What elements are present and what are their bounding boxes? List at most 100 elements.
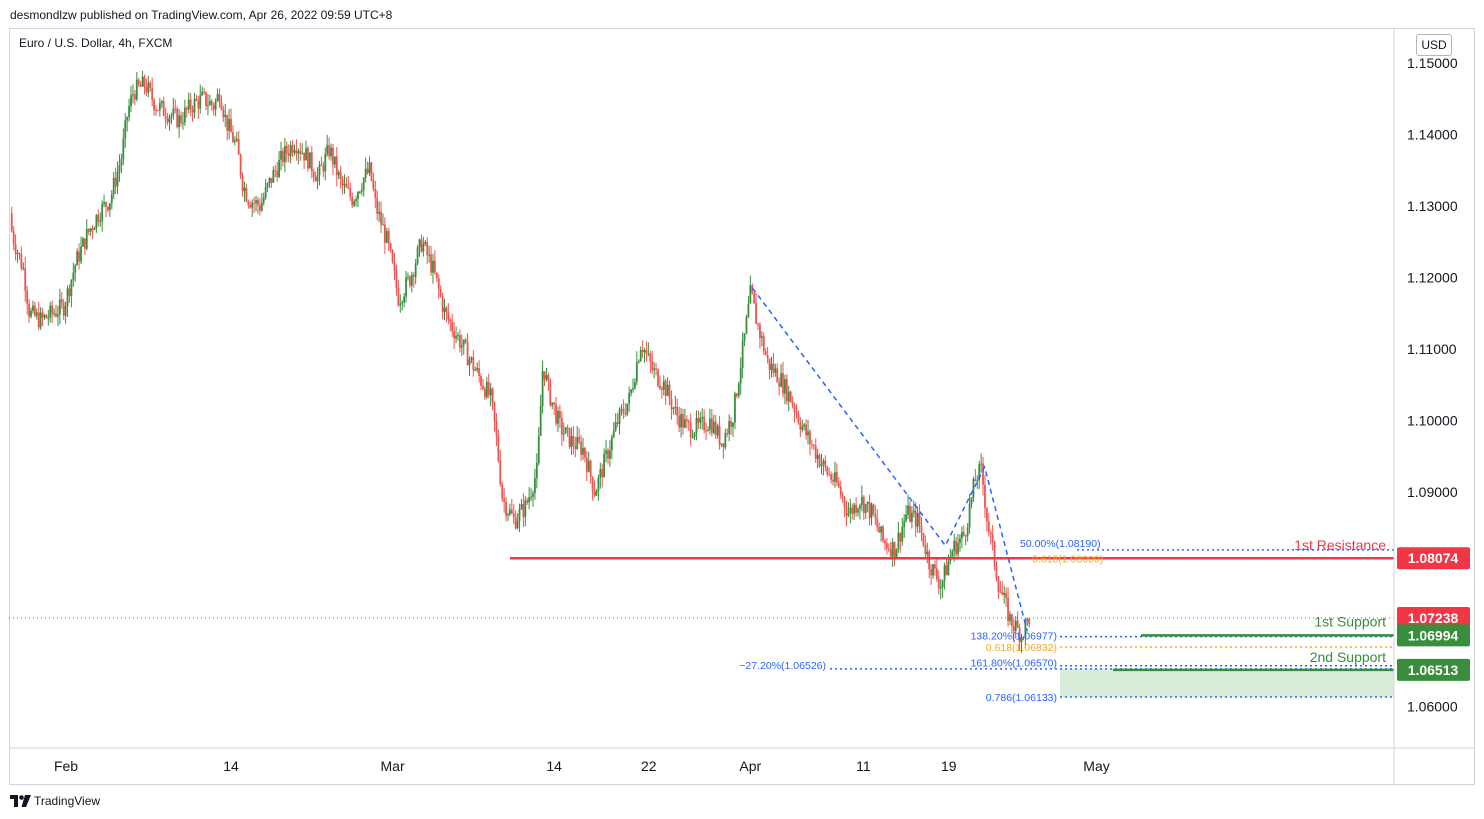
candle-body	[32, 305, 34, 311]
tradingview-logo-icon[interactable]	[10, 794, 32, 808]
candle-body	[1014, 620, 1017, 632]
candle-body	[270, 177, 273, 183]
currency-button[interactable]: USD	[1416, 34, 1452, 56]
candle-body	[887, 548, 890, 550]
candle-body	[630, 389, 632, 394]
candle-body	[830, 474, 833, 480]
candle-body	[899, 532, 902, 542]
candle-body	[662, 381, 665, 390]
candle-body	[934, 564, 936, 569]
candle-body	[347, 187, 350, 189]
candle-body	[37, 312, 40, 328]
candle-body	[26, 290, 29, 304]
candle-body	[591, 476, 594, 492]
candle-body	[659, 385, 661, 389]
candle-body	[478, 367, 481, 377]
candle-body	[174, 108, 177, 110]
candle-body	[770, 363, 773, 370]
candle-body	[512, 513, 515, 518]
candle-body	[395, 271, 398, 289]
candle-body	[639, 349, 642, 362]
candle-body	[885, 543, 888, 549]
candle-body	[85, 228, 88, 249]
y-tick-label: 1.14000	[1407, 127, 1458, 143]
candle-body	[864, 504, 867, 513]
candle-body	[920, 525, 923, 533]
candle-body	[49, 305, 52, 318]
candle-body	[137, 79, 140, 85]
candle-body	[737, 383, 740, 397]
candle-body	[912, 510, 915, 513]
candle-body	[532, 493, 534, 497]
candle-body	[693, 433, 696, 437]
candle-body	[570, 436, 573, 448]
candle-body	[618, 409, 621, 425]
candle-body	[168, 117, 171, 123]
candle-body	[945, 565, 948, 576]
candle-body	[647, 353, 650, 355]
candle-body	[122, 138, 125, 160]
candle-body	[360, 189, 363, 192]
symbol-label[interactable]: Euro / U.S. Dollar, 4h, FXCM	[19, 36, 173, 50]
candle-body	[1001, 592, 1004, 596]
current-price-tag-bg	[1397, 606, 1470, 629]
candle-body	[622, 408, 625, 414]
candle-body	[974, 479, 977, 482]
candle-body	[610, 436, 613, 451]
candle-body	[732, 422, 734, 427]
candle-body	[918, 512, 921, 526]
candle-body	[383, 224, 386, 243]
candle-body	[943, 565, 946, 581]
candle-body	[207, 105, 209, 107]
candle-body	[282, 150, 284, 163]
candle-body	[1026, 618, 1029, 621]
fib-label-0618-upper: 0.618(1.08000)	[1032, 554, 1103, 566]
candle-body	[462, 339, 465, 346]
candle-body	[357, 192, 359, 200]
candle-body	[349, 187, 352, 197]
support-2-label: 2nd Support	[1310, 649, 1386, 665]
candle-body	[345, 183, 348, 188]
candle-body	[543, 371, 546, 380]
candle-body	[364, 168, 367, 178]
candle-body	[401, 302, 404, 304]
candle-body	[368, 162, 371, 174]
candle-body	[682, 414, 684, 428]
candle-body	[14, 244, 17, 254]
candle-body	[416, 247, 419, 264]
candle-body	[407, 276, 409, 278]
candle-body	[405, 277, 407, 297]
candle-body	[239, 154, 242, 176]
candle-body	[870, 504, 873, 519]
candle-body	[230, 118, 232, 133]
candle-body	[355, 199, 357, 202]
candle-body	[1005, 593, 1008, 598]
candle-body	[966, 527, 969, 536]
candle-body	[607, 450, 609, 459]
candle-body	[203, 91, 205, 93]
candle-body	[635, 362, 638, 382]
harmonic-pattern-line	[752, 287, 1029, 632]
candle-body	[226, 114, 229, 131]
x-tick-label: 22	[641, 758, 657, 774]
candle-body	[33, 305, 36, 316]
tradingview-brand[interactable]: TradingView	[34, 794, 101, 808]
candle-body	[151, 87, 154, 100]
candle-body	[878, 527, 881, 533]
candle-body	[299, 150, 302, 154]
candle-body	[457, 335, 459, 337]
candle-body	[714, 421, 717, 436]
candle-body	[330, 147, 332, 157]
candle-body	[89, 228, 92, 232]
candle-body	[837, 482, 840, 487]
candle-body	[218, 94, 221, 103]
x-tick-label: 19	[941, 758, 957, 774]
candle-body	[353, 201, 356, 206]
candle-body	[609, 450, 611, 459]
candle-body	[133, 94, 136, 100]
candle-body	[199, 95, 202, 109]
candle-body	[74, 265, 77, 273]
candle-body	[10, 213, 13, 232]
candle-body	[303, 152, 306, 161]
